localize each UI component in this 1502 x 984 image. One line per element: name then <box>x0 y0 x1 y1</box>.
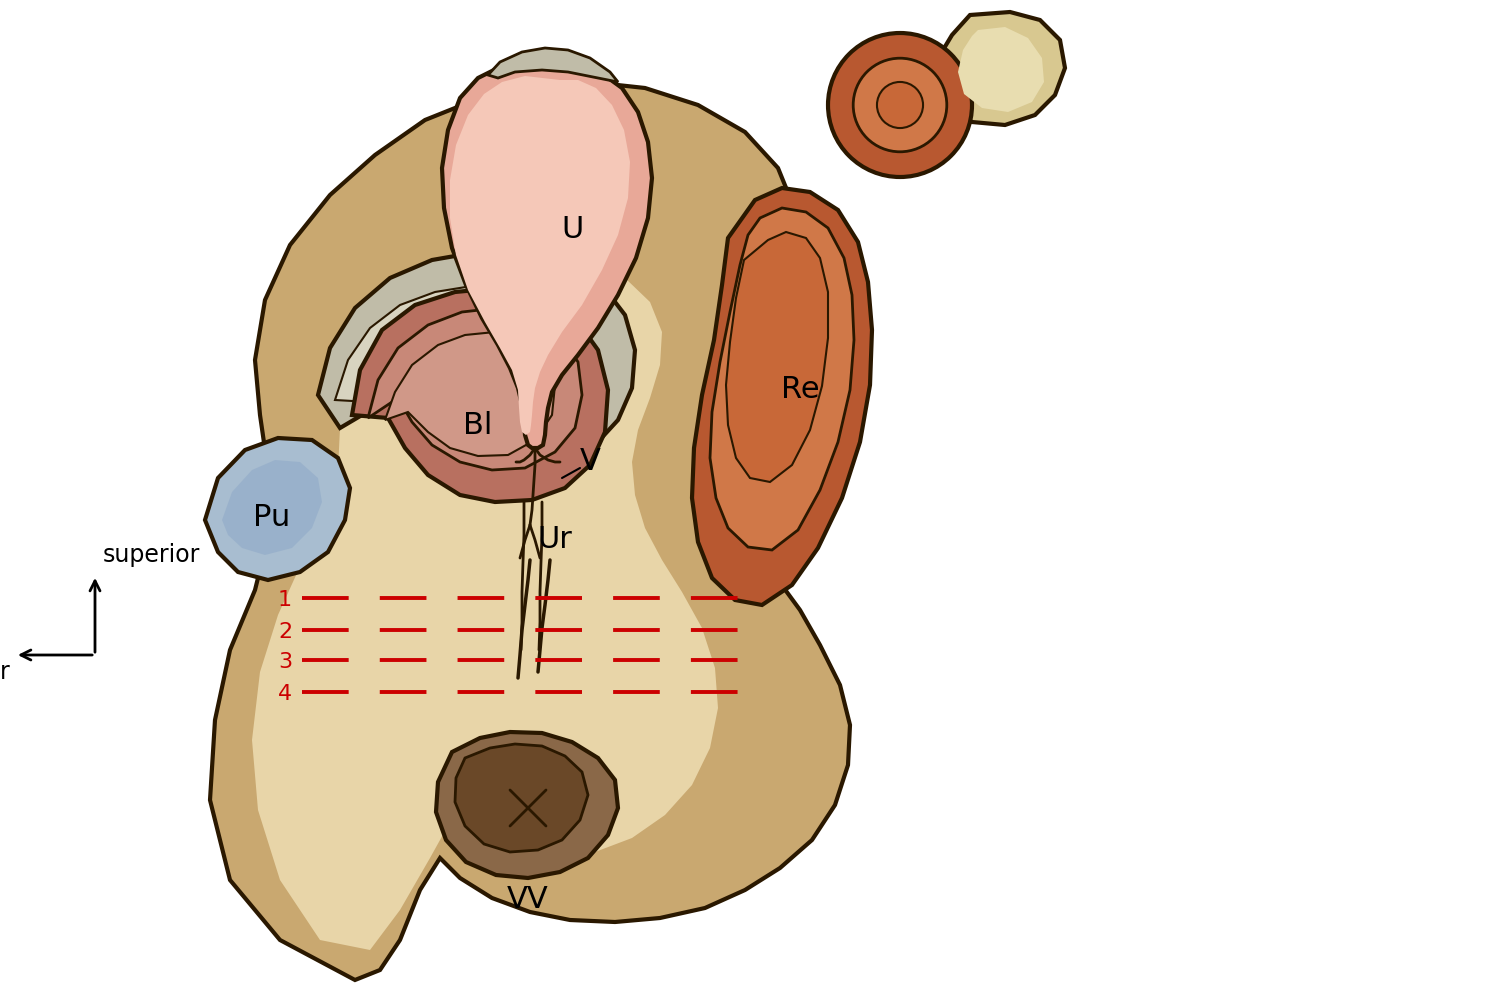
Polygon shape <box>939 12 1065 125</box>
Text: Ur: Ur <box>538 525 572 555</box>
Text: Re: Re <box>781 376 819 404</box>
Circle shape <box>877 82 924 128</box>
Polygon shape <box>204 438 350 580</box>
Polygon shape <box>710 208 855 550</box>
Polygon shape <box>488 48 617 82</box>
Text: 2: 2 <box>278 622 291 642</box>
Polygon shape <box>252 255 718 950</box>
Polygon shape <box>451 76 629 435</box>
Polygon shape <box>351 288 608 502</box>
Polygon shape <box>436 732 617 878</box>
Polygon shape <box>692 188 873 605</box>
Text: VV: VV <box>508 886 548 914</box>
Polygon shape <box>318 252 635 468</box>
Text: superior: superior <box>104 543 200 567</box>
Text: V: V <box>580 448 601 476</box>
Text: 3: 3 <box>278 652 291 672</box>
Text: 4: 4 <box>278 684 291 704</box>
Polygon shape <box>335 286 584 435</box>
Text: U: U <box>560 215 583 244</box>
Polygon shape <box>442 63 652 448</box>
Polygon shape <box>210 82 850 980</box>
Polygon shape <box>725 232 828 482</box>
Polygon shape <box>368 308 581 470</box>
Circle shape <box>853 58 946 152</box>
Polygon shape <box>222 460 321 555</box>
Polygon shape <box>958 27 1044 112</box>
Text: 1: 1 <box>278 590 291 610</box>
Text: Pu: Pu <box>254 504 290 532</box>
Text: anterior: anterior <box>0 660 11 684</box>
Circle shape <box>828 33 972 177</box>
Polygon shape <box>455 744 587 852</box>
Polygon shape <box>385 332 556 456</box>
Text: Bl: Bl <box>463 410 493 440</box>
